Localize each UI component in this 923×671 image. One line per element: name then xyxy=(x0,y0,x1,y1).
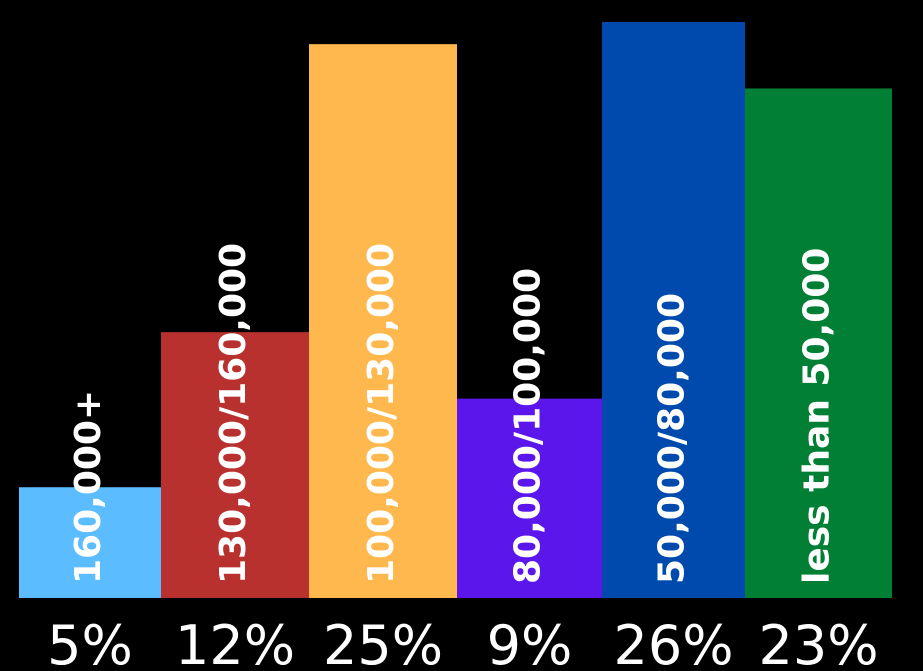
bar-category-label: 130,000/160,000 xyxy=(213,243,254,584)
bar-category-label: 80,000/100,000 xyxy=(508,268,549,584)
bar-3 xyxy=(309,44,457,598)
value-labels-group: 5% 12% 25% 9% 26% 23% xyxy=(47,614,878,671)
bar-category-label: 50,000/80,000 xyxy=(652,293,693,584)
bar-category-label: 100,000/130,000 xyxy=(361,243,402,584)
bar-category-label: less than 50,000 xyxy=(797,248,838,584)
bar-value-label: 9% xyxy=(487,614,573,671)
bar-6 xyxy=(745,88,892,598)
bar-value-label: 25% xyxy=(323,614,443,671)
bar-value-label: 5% xyxy=(47,614,133,671)
bar-1 xyxy=(19,487,161,598)
bar-category-label: 160,000+ xyxy=(68,390,109,584)
bar-5 xyxy=(602,22,745,598)
bar-value-label: 23% xyxy=(758,614,878,671)
bars-group xyxy=(19,22,892,598)
category-labels-group: 160,000+ 130,000/160,000 100,000/130,000 80… xyxy=(68,243,838,584)
bar-4 xyxy=(457,398,602,598)
bar-value-label: 12% xyxy=(175,614,295,671)
bar-2 xyxy=(161,332,309,598)
bar-value-label: 26% xyxy=(613,614,733,671)
